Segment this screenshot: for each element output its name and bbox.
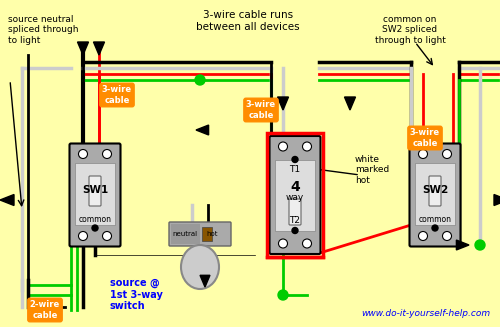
Text: common: common bbox=[78, 215, 112, 223]
Polygon shape bbox=[30, 309, 40, 321]
Text: 3-wire cable runs
between all devices: 3-wire cable runs between all devices bbox=[196, 10, 300, 32]
Polygon shape bbox=[200, 275, 210, 287]
Ellipse shape bbox=[181, 245, 219, 289]
Text: white
marked
hot: white marked hot bbox=[355, 155, 389, 185]
Text: 2-wire
cable: 2-wire cable bbox=[30, 300, 60, 320]
Text: SW2: SW2 bbox=[422, 185, 448, 195]
Circle shape bbox=[302, 142, 312, 151]
FancyBboxPatch shape bbox=[70, 144, 120, 247]
Circle shape bbox=[102, 232, 112, 240]
Text: common: common bbox=[418, 215, 452, 223]
Circle shape bbox=[278, 290, 288, 300]
Circle shape bbox=[278, 239, 287, 248]
Circle shape bbox=[418, 149, 428, 159]
Polygon shape bbox=[0, 195, 14, 205]
FancyBboxPatch shape bbox=[289, 199, 301, 225]
Text: source neutral
spliced through
to light: source neutral spliced through to light bbox=[8, 15, 78, 45]
Polygon shape bbox=[494, 195, 500, 205]
FancyBboxPatch shape bbox=[75, 163, 115, 225]
FancyBboxPatch shape bbox=[410, 144, 461, 247]
Circle shape bbox=[92, 225, 98, 231]
Polygon shape bbox=[94, 42, 104, 55]
Circle shape bbox=[102, 149, 112, 159]
Text: www.do-it-yourself-help.com: www.do-it-yourself-help.com bbox=[361, 309, 490, 318]
Text: 3-wire
cable: 3-wire cable bbox=[246, 100, 276, 120]
Text: hot: hot bbox=[206, 231, 218, 237]
FancyBboxPatch shape bbox=[169, 222, 231, 246]
FancyBboxPatch shape bbox=[89, 176, 101, 206]
Polygon shape bbox=[344, 97, 356, 110]
FancyBboxPatch shape bbox=[275, 160, 315, 231]
Circle shape bbox=[432, 225, 438, 231]
Circle shape bbox=[292, 157, 298, 163]
FancyBboxPatch shape bbox=[171, 224, 200, 244]
Text: T1: T1 bbox=[290, 165, 300, 174]
Circle shape bbox=[78, 232, 88, 240]
Circle shape bbox=[302, 239, 312, 248]
Polygon shape bbox=[278, 97, 288, 110]
Text: neutral: neutral bbox=[172, 231, 198, 237]
FancyBboxPatch shape bbox=[202, 227, 212, 241]
Circle shape bbox=[78, 149, 88, 159]
Circle shape bbox=[418, 232, 428, 240]
Circle shape bbox=[442, 149, 452, 159]
Polygon shape bbox=[196, 125, 208, 135]
Circle shape bbox=[292, 228, 298, 233]
Text: 4: 4 bbox=[290, 180, 300, 194]
Polygon shape bbox=[456, 240, 469, 250]
Text: common on
SW2 spliced
through to light: common on SW2 spliced through to light bbox=[374, 15, 446, 45]
Text: SW1: SW1 bbox=[82, 185, 108, 195]
FancyBboxPatch shape bbox=[270, 136, 320, 254]
Text: 3-wire
cable: 3-wire cable bbox=[410, 128, 440, 148]
Polygon shape bbox=[78, 42, 88, 55]
Text: way: way bbox=[286, 194, 304, 202]
Text: T2: T2 bbox=[290, 216, 300, 225]
Circle shape bbox=[475, 240, 485, 250]
FancyBboxPatch shape bbox=[429, 176, 441, 206]
Text: source @
1st 3-way
switch: source @ 1st 3-way switch bbox=[110, 278, 163, 311]
Text: 3-wire
cable: 3-wire cable bbox=[102, 85, 132, 105]
FancyBboxPatch shape bbox=[415, 163, 455, 225]
Circle shape bbox=[278, 142, 287, 151]
Circle shape bbox=[195, 75, 205, 85]
Circle shape bbox=[442, 232, 452, 240]
